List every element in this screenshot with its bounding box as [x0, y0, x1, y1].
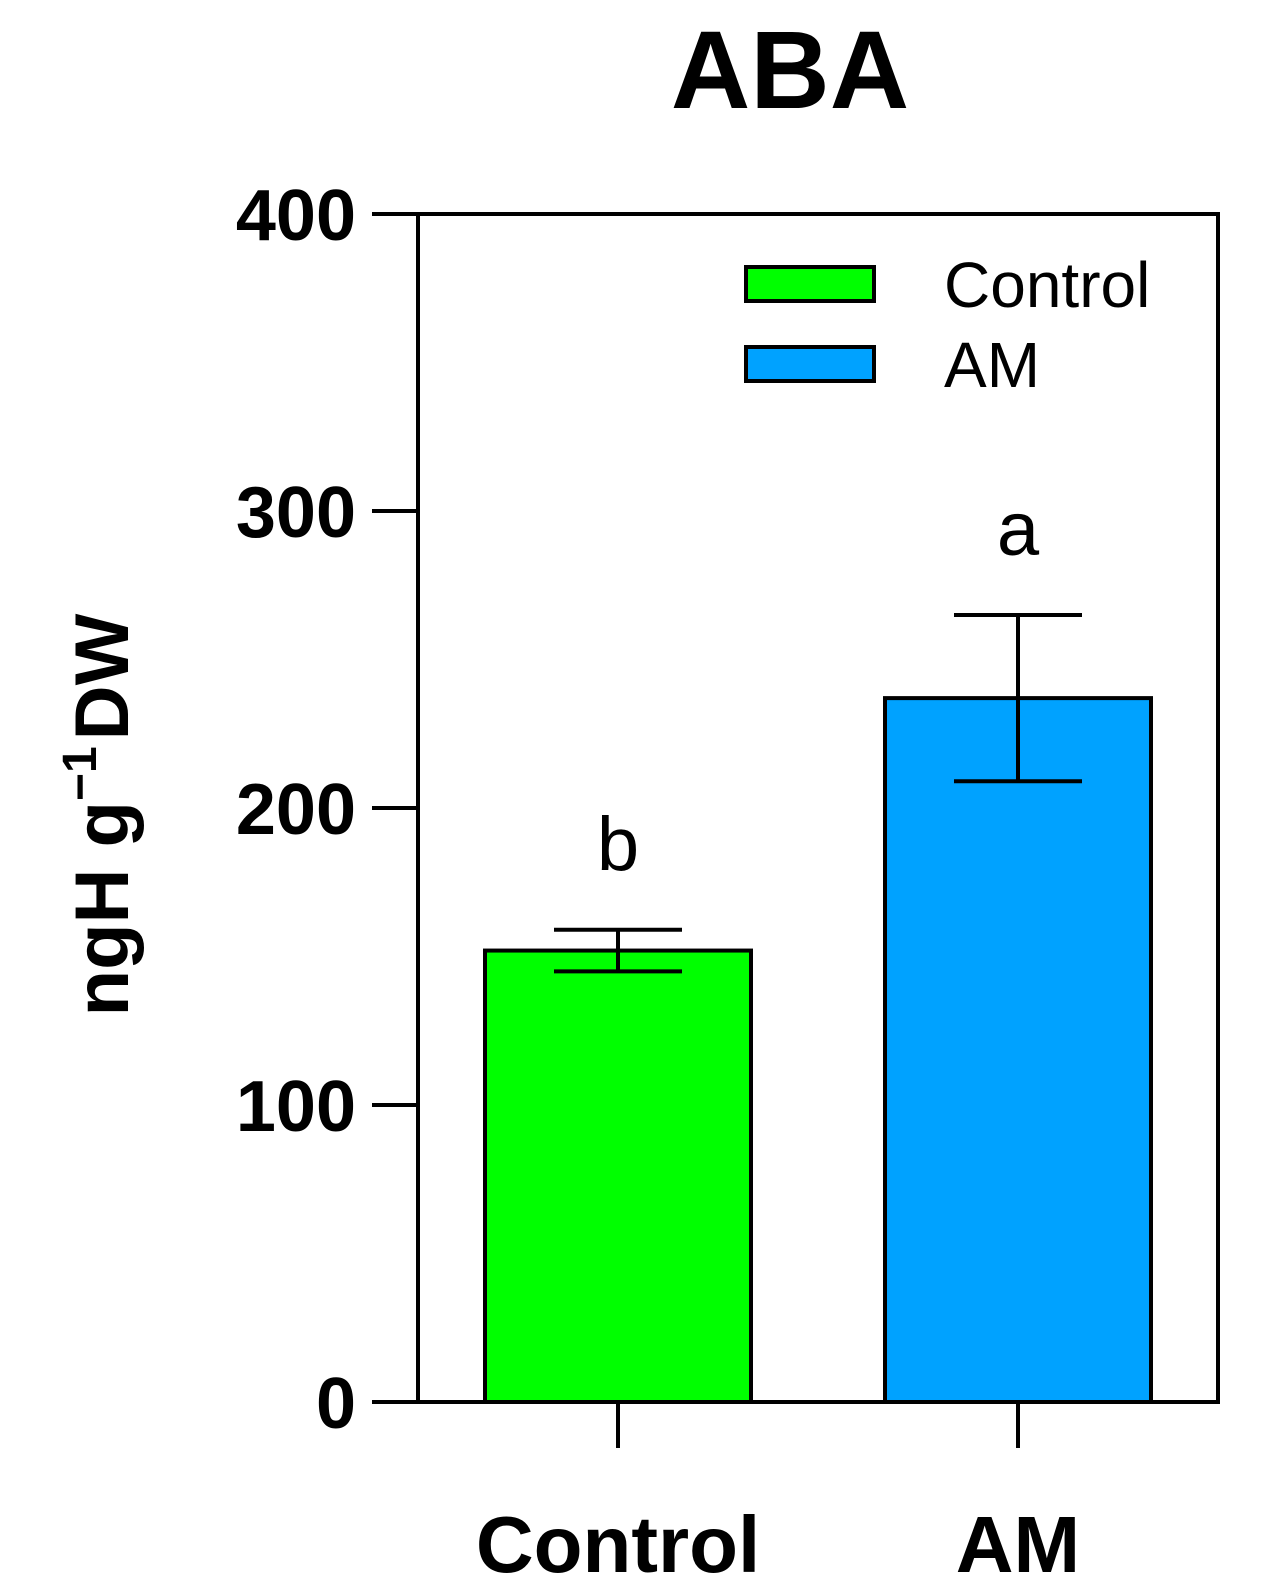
y-axis-label-superscript: −1 [54, 746, 107, 801]
chart-title: ABA [671, 9, 909, 132]
legend: Control AM [744, 249, 1150, 401]
bar-control [483, 948, 753, 1404]
y-tick-label: 100 [236, 1067, 356, 1147]
bars: ba [483, 487, 1153, 1404]
y-axis-label-main: ngH g [60, 801, 145, 1016]
y-tick-label: 300 [236, 473, 356, 553]
legend-swatch-control [744, 265, 876, 303]
legend-label-am: AM [944, 329, 1040, 401]
y-tick-label: 400 [236, 176, 356, 256]
y-tick-label: 200 [236, 770, 356, 850]
legend-label-control: Control [944, 249, 1150, 321]
y-tick-label: 0 [316, 1364, 356, 1444]
significance-letter: b [597, 802, 639, 887]
x-tick-label: Control [476, 1500, 760, 1589]
svg-text:ngH g−1DW: ngH g−1 DW [54, 613, 145, 1016]
bar-am [883, 696, 1153, 1404]
x-tick-label: AM [956, 1500, 1080, 1589]
y-axis-label: ngH g−1 DW [54, 613, 145, 1016]
y-axis: 0 100 200 300 400 [236, 176, 418, 1444]
legend-swatch-am [744, 345, 876, 383]
significance-letter: a [997, 487, 1040, 572]
y-axis-label-suffix: DW [60, 613, 145, 740]
x-axis: Control AM [476, 1402, 1080, 1589]
